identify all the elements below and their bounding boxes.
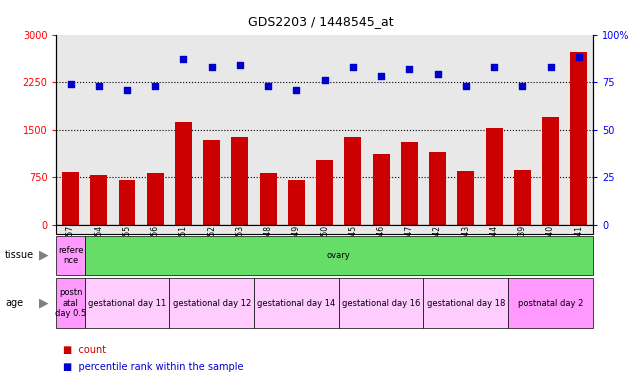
Text: ■  count: ■ count — [63, 344, 106, 355]
Text: GSM120844: GSM120844 — [490, 225, 499, 271]
FancyBboxPatch shape — [424, 278, 508, 328]
Text: GSM120853: GSM120853 — [235, 225, 244, 271]
Bar — [316, 160, 333, 225]
Point — [178, 56, 188, 62]
FancyBboxPatch shape — [254, 278, 339, 328]
FancyBboxPatch shape — [56, 225, 593, 234]
Text: GSM120843: GSM120843 — [462, 225, 470, 271]
Point — [545, 64, 556, 70]
Text: gestational day 12: gestational day 12 — [172, 299, 251, 308]
FancyBboxPatch shape — [339, 278, 424, 328]
Text: GDS2203 / 1448545_at: GDS2203 / 1448545_at — [247, 15, 394, 28]
Bar — [231, 137, 249, 225]
FancyBboxPatch shape — [85, 278, 169, 328]
Point — [348, 64, 358, 70]
Point — [404, 66, 415, 72]
Text: GSM120847: GSM120847 — [405, 225, 414, 271]
FancyBboxPatch shape — [85, 236, 593, 275]
Bar — [486, 128, 503, 225]
Text: GSM120840: GSM120840 — [546, 225, 555, 271]
Text: GSM120839: GSM120839 — [518, 225, 527, 271]
Bar — [458, 171, 474, 225]
Bar — [203, 141, 221, 225]
Point — [461, 83, 471, 89]
Point — [320, 77, 330, 83]
Text: GSM120848: GSM120848 — [263, 225, 272, 271]
Text: GSM120851: GSM120851 — [179, 225, 188, 271]
Bar — [514, 170, 531, 225]
Text: GSM120845: GSM120845 — [349, 225, 358, 271]
Point — [122, 87, 132, 93]
Bar — [401, 142, 418, 225]
Text: GSM120842: GSM120842 — [433, 225, 442, 271]
Text: GSM120857: GSM120857 — [66, 225, 75, 271]
Text: gestational day 11: gestational day 11 — [88, 299, 166, 308]
FancyBboxPatch shape — [56, 236, 85, 275]
FancyBboxPatch shape — [56, 278, 85, 328]
Point — [150, 83, 160, 89]
Text: GSM120846: GSM120846 — [377, 225, 386, 271]
Text: postnatal day 2: postnatal day 2 — [518, 299, 583, 308]
Point — [206, 64, 217, 70]
Bar — [147, 173, 163, 225]
Text: postn
atal
day 0.5: postn atal day 0.5 — [55, 288, 86, 318]
Point — [574, 54, 584, 60]
Text: GSM120854: GSM120854 — [94, 225, 103, 271]
Point — [65, 81, 76, 87]
Text: tissue: tissue — [5, 250, 34, 260]
Point — [376, 73, 387, 79]
Text: gestational day 14: gestational day 14 — [257, 299, 335, 308]
Text: GSM120850: GSM120850 — [320, 225, 329, 271]
Text: age: age — [5, 298, 23, 308]
FancyBboxPatch shape — [169, 278, 254, 328]
Point — [291, 87, 301, 93]
Bar — [62, 172, 79, 225]
Text: refere
nce: refere nce — [58, 246, 83, 265]
Text: gestational day 16: gestational day 16 — [342, 299, 420, 308]
Bar — [288, 180, 305, 225]
Text: GSM120856: GSM120856 — [151, 225, 160, 271]
Bar — [175, 122, 192, 225]
Bar — [90, 175, 107, 225]
Bar — [429, 152, 446, 225]
Text: GSM120849: GSM120849 — [292, 225, 301, 271]
Bar — [542, 117, 559, 225]
FancyBboxPatch shape — [508, 278, 593, 328]
Bar — [570, 52, 587, 225]
Text: ovary: ovary — [327, 251, 351, 260]
Text: GSM120841: GSM120841 — [574, 225, 583, 271]
Text: GSM120852: GSM120852 — [207, 225, 216, 271]
Point — [235, 62, 245, 68]
Point — [94, 83, 104, 89]
Bar — [119, 180, 135, 225]
Point — [517, 83, 528, 89]
Bar — [260, 173, 277, 225]
Point — [489, 64, 499, 70]
Bar — [344, 137, 362, 225]
Text: GSM120855: GSM120855 — [122, 225, 131, 271]
Text: ▶: ▶ — [38, 297, 49, 310]
Bar — [372, 154, 390, 225]
Text: ▶: ▶ — [38, 249, 49, 262]
Point — [433, 71, 443, 78]
Text: ■  percentile rank within the sample: ■ percentile rank within the sample — [63, 361, 244, 372]
Text: gestational day 18: gestational day 18 — [427, 299, 505, 308]
Point — [263, 83, 273, 89]
